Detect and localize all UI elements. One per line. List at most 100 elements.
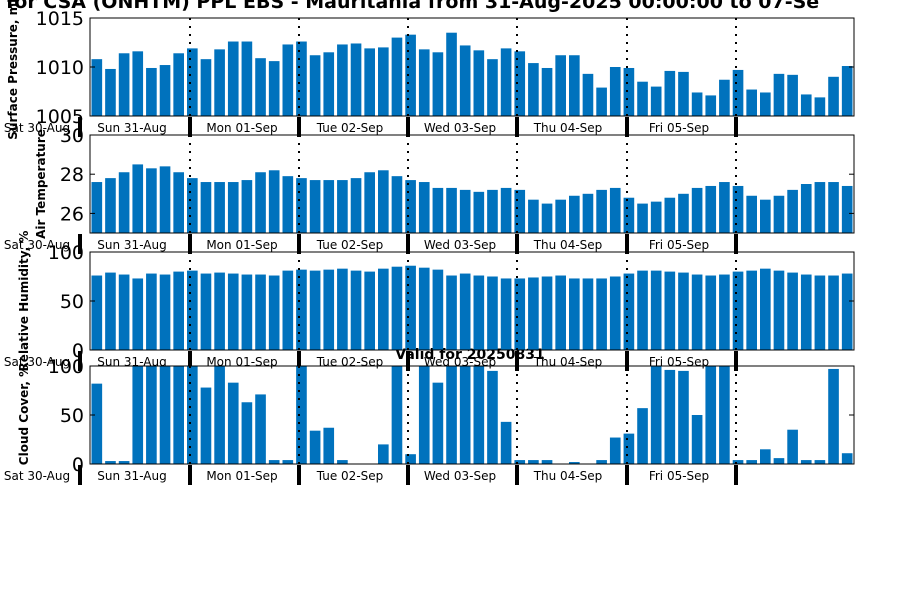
bar: [405, 34, 416, 116]
bar: [760, 449, 771, 464]
bar: [487, 370, 498, 464]
bar: [214, 182, 225, 233]
bar: [241, 41, 253, 116]
bar: [159, 65, 171, 116]
bar: [528, 63, 539, 116]
bar: [132, 51, 144, 116]
bar: [773, 270, 785, 350]
bar: [405, 265, 416, 350]
bar: [132, 366, 144, 464]
bar: [596, 278, 607, 350]
bar: [732, 271, 744, 350]
bar: [418, 49, 430, 116]
bar: [296, 366, 307, 464]
bar: [323, 180, 335, 233]
bar: [841, 66, 853, 116]
bar: [118, 461, 130, 464]
bar: [637, 81, 648, 116]
bar: [582, 73, 594, 116]
day-label: Thu 04-Sep: [533, 121, 603, 135]
y-tick-label: 26: [60, 203, 84, 225]
bar: [118, 53, 130, 116]
bar: [282, 460, 294, 464]
bar: [118, 172, 130, 233]
bar: [105, 272, 116, 350]
bar: [391, 366, 403, 464]
bar: [705, 366, 717, 464]
y-axis-label: Surface Pressure, mb: [6, 0, 20, 140]
y-tick-label: 50: [60, 291, 84, 313]
bar: [91, 275, 103, 350]
bar: [418, 366, 430, 464]
bar: [323, 269, 335, 350]
bar: [173, 53, 184, 116]
bar: [596, 189, 607, 233]
bar: [609, 187, 621, 233]
bar: [541, 203, 553, 233]
bar: [664, 197, 676, 233]
bar: [296, 178, 307, 233]
bar: [364, 48, 375, 116]
bar: [459, 189, 471, 233]
day-label: Thu 04-Sep: [533, 469, 603, 483]
bar: [541, 460, 553, 464]
bar: [650, 201, 662, 233]
bar: [241, 274, 253, 350]
bar: [309, 430, 321, 464]
bar: [664, 70, 676, 116]
bar: [146, 273, 157, 350]
bar: [828, 76, 839, 116]
day-label: Wed 03-Sep: [424, 238, 496, 252]
bar: [664, 369, 676, 464]
bar: [323, 427, 335, 464]
bar: [350, 178, 362, 233]
bar: [391, 266, 403, 350]
bar: [296, 41, 307, 116]
bar: [623, 433, 635, 464]
bar: [350, 270, 362, 350]
bar: [282, 270, 294, 350]
bar: [746, 89, 757, 116]
bar: [487, 276, 498, 350]
bar: [432, 52, 444, 116]
bar: [268, 170, 280, 233]
bar: [596, 87, 607, 116]
bar: [432, 382, 444, 464]
bar: [405, 180, 416, 233]
bar: [214, 272, 225, 350]
bar: [200, 59, 212, 116]
bar: [500, 421, 512, 464]
bar: [746, 195, 757, 233]
bar: [582, 193, 594, 233]
bar: [227, 273, 239, 350]
day-label: Tue 02-Sep: [316, 238, 384, 252]
bar: [91, 59, 103, 116]
bar: [282, 176, 294, 233]
bar: [841, 453, 853, 464]
y-axis-label: Air Temperature: [34, 129, 48, 239]
y-tick-label: 50: [60, 405, 84, 427]
bar: [609, 67, 621, 116]
day-label: Wed 03-Sep: [424, 121, 496, 135]
bar: [800, 184, 812, 233]
bar: [268, 275, 280, 350]
bar: [473, 191, 485, 233]
day-label: Wed 03-Sep: [424, 469, 496, 483]
bar: [637, 203, 648, 233]
y-tick-label: 100: [48, 356, 84, 378]
bar: [719, 366, 730, 464]
bar: [514, 278, 526, 350]
y-tick-label: 1005: [36, 106, 84, 128]
bar: [678, 272, 689, 350]
bar: [296, 269, 307, 350]
bar: [555, 55, 566, 116]
bar: [841, 185, 853, 233]
day-label: Sat 30-Aug: [4, 238, 70, 252]
bar: [637, 270, 648, 350]
bar: [418, 182, 430, 233]
day-label: Sat 30-Aug: [4, 121, 70, 135]
bar: [569, 55, 580, 116]
